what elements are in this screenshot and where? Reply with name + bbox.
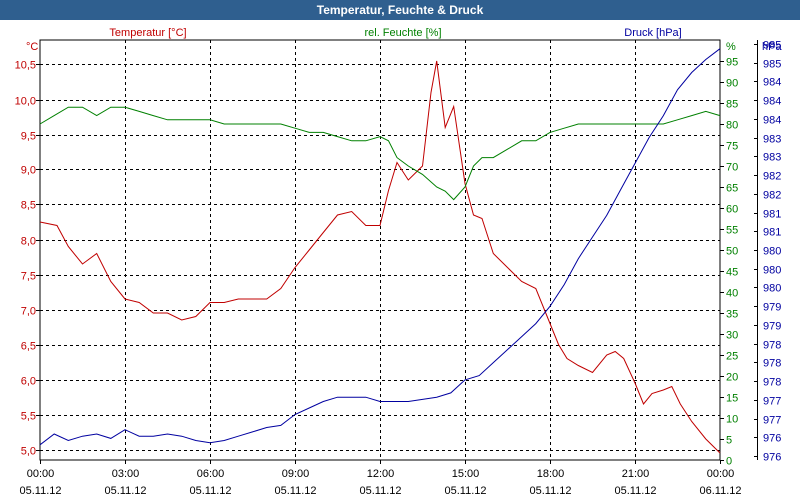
x-tick-date: 05.11.12 xyxy=(19,485,61,497)
x-tick-label: 12:00 xyxy=(367,468,395,480)
humidity-unit-label: % xyxy=(726,41,736,53)
y-tick-label-temperature: 10,5 xyxy=(15,60,36,72)
y-tick-label-temperature: 5,0 xyxy=(21,446,36,458)
y-tick-label-humidity: 10 xyxy=(726,414,738,426)
y-tick-label-pressure: 982 xyxy=(763,190,781,202)
y-tick-label-humidity: 55 xyxy=(726,225,738,237)
pressure-unit-label: hPa xyxy=(762,41,782,53)
y-tick-label-pressure: 985 xyxy=(763,40,781,52)
y-tick-label-pressure: 979 xyxy=(763,321,781,333)
x-tick-date: 05.11.12 xyxy=(359,485,401,497)
series-line-pressure xyxy=(39,48,721,446)
y-tick-label-humidity: 95 xyxy=(726,57,738,69)
axis-group: 00:00 05.11.12 03:00 05.11.12 06:00 05.11.12 0… xyxy=(15,40,782,498)
y-tick-label-pressure: 981 xyxy=(763,227,781,239)
y-tick-label-humidity: 80 xyxy=(726,120,738,132)
y-tick-label-humidity: 50 xyxy=(726,246,738,258)
y-tick-label-humidity: 30 xyxy=(726,330,738,342)
y-tick-label-temperature: 8,5 xyxy=(21,200,36,212)
y-tick-label-pressure: 980 xyxy=(763,246,781,258)
y-tick-label-pressure: 980 xyxy=(763,265,781,277)
temperature-unit-label: °C xyxy=(26,41,38,53)
y-tick-label-temperature: 6,0 xyxy=(21,376,36,388)
y-tick-label-pressure: 978 xyxy=(763,358,781,370)
y-tick-label-pressure: 981 xyxy=(763,209,781,221)
y-tick-label-humidity: 70 xyxy=(726,162,738,174)
y-tick-label-humidity: 65 xyxy=(726,183,738,195)
grid xyxy=(39,39,721,461)
x-tick-date: 05.11.12 xyxy=(444,485,486,497)
x-tick-label: 09:00 xyxy=(282,468,310,480)
x-tick-date: 05.11.12 xyxy=(104,485,146,497)
legend-temperature: Temperatur [°C] xyxy=(109,27,186,39)
y-tick-label-humidity: 20 xyxy=(726,372,738,384)
y-tick-label-humidity: 45 xyxy=(726,267,738,279)
x-tick-date: 06.11.12 xyxy=(699,485,741,497)
y-tick-label-temperature: 10,0 xyxy=(15,96,36,108)
y-tick-label-temperature: 5,5 xyxy=(21,411,36,423)
x-tick-date: 05.11.12 xyxy=(274,485,316,497)
y-tick-label-pressure: 977 xyxy=(763,415,781,427)
y-tick-label-pressure: 976 xyxy=(763,452,781,464)
y-tick-label-temperature: 6,5 xyxy=(21,341,36,353)
x-tick-label: 00:00 xyxy=(27,468,55,480)
y-tick-label-temperature: 7,5 xyxy=(21,271,36,283)
y-tick-label-humidity: 85 xyxy=(726,99,738,111)
series-line-temperature xyxy=(39,60,721,454)
legend-pressure: Druck [hPa] xyxy=(624,27,681,39)
y-tick-label-pressure: 978 xyxy=(763,340,781,352)
y-tick-label-pressure: 977 xyxy=(763,396,781,408)
x-tick-label: 03:00 xyxy=(112,468,140,480)
series-group xyxy=(39,48,721,454)
y-tick-label-pressure: 979 xyxy=(763,302,781,314)
y-tick-label-humidity: 90 xyxy=(726,78,738,90)
y-tick-label-temperature: 7,0 xyxy=(21,306,36,318)
y-tick-label-humidity: 35 xyxy=(726,309,738,321)
y-tick-label-pressure: 982 xyxy=(763,171,781,183)
y-tick-label-pressure: 984 xyxy=(763,115,781,127)
y-tick-label-pressure: 983 xyxy=(763,134,781,146)
x-tick-label: 15:00 xyxy=(452,468,480,480)
y-tick-label-humidity: 0 xyxy=(726,456,732,468)
y-tick-label-humidity: 60 xyxy=(726,204,738,216)
y-tick-label-pressure: 983 xyxy=(763,152,781,164)
legend-humidity: rel. Feuchte [%] xyxy=(364,27,441,39)
y-tick-label-humidity: 15 xyxy=(726,393,738,405)
x-tick-date: 05.11.12 xyxy=(189,485,231,497)
y-tick-label-pressure: 984 xyxy=(763,77,781,89)
y-tick-label-humidity: 75 xyxy=(726,141,738,153)
y-tick-label-temperature: 8,0 xyxy=(21,236,36,248)
y-tick-label-humidity: 40 xyxy=(726,288,738,300)
y-tick-label-temperature: 9,0 xyxy=(21,165,36,177)
y-tick-label-temperature: 9,5 xyxy=(21,131,36,143)
x-tick-label: 06:00 xyxy=(197,468,225,480)
y-tick-label-pressure: 980 xyxy=(763,283,781,295)
y-tick-label-pressure: 984 xyxy=(763,96,781,108)
y-tick-label-humidity: 5 xyxy=(726,435,732,447)
y-tick-label-humidity: 25 xyxy=(726,351,738,363)
y-tick-label-pressure: 978 xyxy=(763,377,781,389)
y-tick-label-pressure: 976 xyxy=(763,433,781,445)
x-tick-label: 18:00 xyxy=(537,468,565,480)
x-tick-label: 21:00 xyxy=(622,468,650,480)
chart-title: Temperatur, Feuchte & Druck xyxy=(0,0,800,20)
x-tick-date: 05.11.12 xyxy=(614,485,656,497)
y-tick-label-pressure: 985 xyxy=(763,59,781,71)
series-line-humidity xyxy=(39,106,721,201)
x-tick-date: 05.11.12 xyxy=(529,485,571,497)
x-tick-label: 00:00 xyxy=(707,468,735,480)
